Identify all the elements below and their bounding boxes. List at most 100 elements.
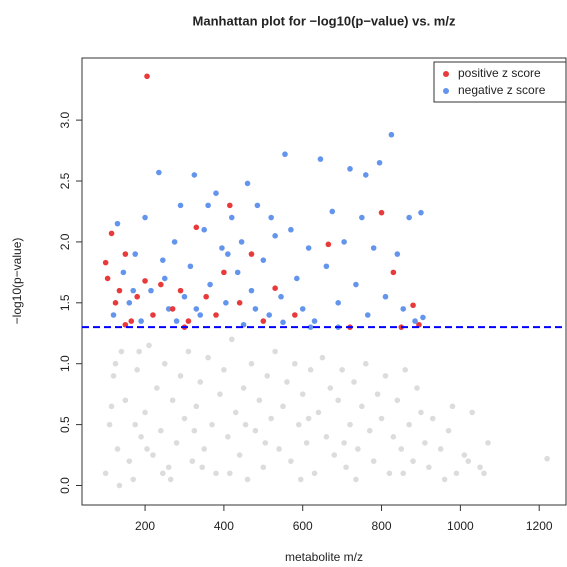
data-point — [177, 202, 184, 209]
data-point — [197, 312, 204, 318]
data-point — [185, 318, 192, 324]
data-point — [485, 440, 491, 446]
data-point — [169, 397, 176, 404]
y-axis-title: −log10(p−value) — [10, 238, 24, 325]
y-tick-label: 3.0 — [58, 111, 72, 128]
data-point — [284, 379, 290, 385]
data-point — [343, 464, 349, 471]
data-point — [207, 281, 213, 288]
data-point — [209, 421, 215, 428]
data-point — [177, 373, 184, 379]
data-point — [248, 287, 255, 294]
data-point — [126, 458, 133, 464]
data-point — [197, 379, 204, 385]
data-point — [362, 172, 369, 178]
data-point — [173, 318, 180, 324]
data-point — [323, 263, 330, 270]
data-point — [221, 367, 227, 373]
data-point — [114, 446, 121, 452]
data-point — [199, 464, 206, 471]
data-point — [158, 281, 164, 288]
data-point — [426, 464, 432, 471]
data-point — [319, 354, 326, 361]
data-point — [132, 251, 139, 257]
data-point — [469, 409, 475, 416]
data-point — [126, 300, 133, 306]
data-point — [181, 415, 188, 422]
data-point — [382, 373, 389, 379]
data-point — [252, 306, 259, 312]
data-point — [205, 202, 211, 209]
data-point — [364, 312, 371, 318]
data-point — [292, 312, 298, 318]
data-point — [248, 360, 255, 367]
data-point — [288, 226, 294, 233]
data-point — [104, 275, 111, 282]
data-point — [161, 360, 168, 367]
data-point — [106, 421, 113, 428]
data-point — [329, 208, 336, 215]
data-point — [264, 373, 271, 379]
data-point — [122, 321, 129, 328]
data-point — [134, 293, 140, 300]
data-point — [158, 427, 164, 434]
data-point — [228, 214, 235, 221]
y-tick-label: 2.5 — [58, 172, 72, 189]
data-point — [292, 360, 298, 367]
data-point — [134, 367, 140, 373]
data-point — [394, 397, 401, 404]
data-point — [276, 446, 282, 452]
data-point — [122, 251, 129, 257]
x-tick-label: 400 — [214, 519, 234, 533]
data-point — [150, 452, 156, 458]
data-point — [142, 214, 148, 221]
data-point — [386, 470, 393, 477]
data-point — [406, 214, 412, 221]
data-point — [108, 230, 115, 237]
data-point — [228, 336, 235, 343]
data-point — [193, 403, 200, 410]
data-point — [390, 269, 397, 276]
data-point — [118, 348, 125, 355]
data-point — [341, 440, 347, 446]
data-point — [217, 391, 223, 397]
data-point — [410, 458, 416, 464]
data-point — [244, 476, 251, 483]
data-point — [295, 421, 302, 428]
data-point — [205, 354, 211, 361]
data-point — [414, 385, 420, 391]
data-point — [394, 251, 401, 257]
data-point — [221, 269, 227, 276]
data-point — [159, 470, 166, 477]
data-point — [353, 281, 359, 288]
data-point — [177, 287, 184, 294]
y-tick-label: 0.5 — [58, 416, 72, 433]
data-point — [102, 259, 109, 266]
data-point — [280, 319, 286, 326]
data-point — [242, 421, 249, 428]
data-point — [236, 452, 243, 458]
data-point — [272, 233, 278, 239]
data-point — [353, 476, 359, 483]
data-point — [449, 403, 456, 410]
data-point — [453, 470, 460, 477]
legend-marker — [443, 88, 449, 94]
data-point — [299, 391, 306, 397]
data-point — [445, 427, 452, 434]
data-point — [171, 239, 178, 245]
data-point — [416, 321, 422, 328]
data-point — [130, 476, 137, 483]
data-point — [370, 458, 377, 464]
data-point — [400, 470, 407, 477]
data-point — [254, 202, 261, 209]
data-point — [248, 251, 255, 257]
data-point — [165, 464, 172, 471]
data-point — [398, 446, 405, 452]
data-point — [227, 202, 233, 209]
data-point — [331, 452, 338, 458]
data-point — [297, 476, 304, 483]
data-point — [193, 224, 200, 231]
data-point — [410, 302, 416, 309]
legend-label: negative z score — [458, 83, 546, 97]
